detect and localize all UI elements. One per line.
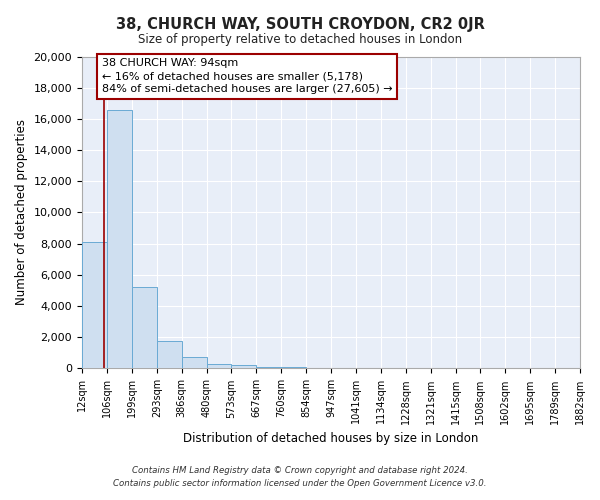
Bar [82, 242, 107, 368]
Bar [206, 364, 232, 368]
Bar [232, 366, 256, 368]
Text: Size of property relative to detached houses in London: Size of property relative to detached ho… [138, 32, 462, 46]
Bar [256, 367, 281, 368]
Y-axis label: Number of detached properties: Number of detached properties [15, 120, 28, 306]
Bar [182, 356, 206, 368]
Bar [157, 341, 182, 368]
Bar [132, 286, 157, 368]
Text: 38 CHURCH WAY: 94sqm
← 16% of detached houses are smaller (5,178)
84% of semi-de: 38 CHURCH WAY: 94sqm ← 16% of detached h… [102, 58, 392, 94]
Text: 38, CHURCH WAY, SOUTH CROYDON, CR2 0JR: 38, CHURCH WAY, SOUTH CROYDON, CR2 0JR [116, 18, 484, 32]
Bar [107, 110, 132, 368]
Text: Contains HM Land Registry data © Crown copyright and database right 2024.
Contai: Contains HM Land Registry data © Crown c… [113, 466, 487, 487]
X-axis label: Distribution of detached houses by size in London: Distribution of detached houses by size … [183, 432, 479, 445]
